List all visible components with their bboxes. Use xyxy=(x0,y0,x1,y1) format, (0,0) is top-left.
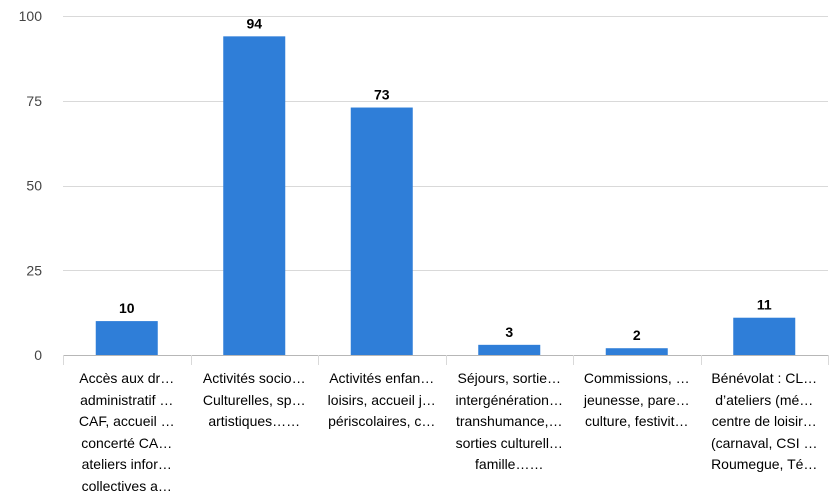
x-category-label-line: intergénération… xyxy=(444,390,574,412)
data-label: 2 xyxy=(633,327,641,343)
data-labels: 10 94 73 3 2 11 xyxy=(119,15,772,343)
bar xyxy=(223,36,285,355)
x-category-label-line: loisirs, accueil j… xyxy=(317,390,447,412)
x-category-label-line: transhumance,… xyxy=(444,411,574,433)
x-category-label: Accès aux dr…administratif …CAF, accueil… xyxy=(62,368,192,497)
x-category-label-line: concerté CA… xyxy=(62,433,192,455)
x-category-label-line: collectives a… xyxy=(62,476,192,497)
y-tick-label: 75 xyxy=(26,93,42,109)
data-label: 11 xyxy=(757,297,772,313)
y-axis-tick-labels: 0 25 50 75 100 xyxy=(19,8,43,363)
x-category-label-line: ateliers infor… xyxy=(62,454,192,476)
bar xyxy=(351,108,413,355)
x-category-label-line: famille…… xyxy=(444,454,574,476)
data-label: 73 xyxy=(374,87,390,103)
x-category-label-line: (carnaval, CSI … xyxy=(699,433,829,455)
x-category-label-line: jeunesse, pare… xyxy=(572,390,702,412)
data-label: 94 xyxy=(246,15,262,31)
x-category-label-line: artistiques…… xyxy=(189,411,319,433)
x-category-label-line: sorties culturell… xyxy=(444,433,574,455)
gridlines xyxy=(63,17,828,356)
bars xyxy=(96,36,796,355)
x-category-label-line: Activités socio… xyxy=(189,368,319,390)
x-category-label-line: Roumegue, Té… xyxy=(699,454,829,476)
x-category-label-line: Activités enfan… xyxy=(317,368,447,390)
bar xyxy=(733,318,795,355)
x-category-label-line: Séjours, sortie… xyxy=(444,368,574,390)
x-category-label-line: Accès aux dr… xyxy=(62,368,192,390)
x-category-label-line: Bénévolat : CL… xyxy=(699,368,829,390)
y-tick-label: 100 xyxy=(19,8,43,24)
x-category-label-line: d’ateliers (mé… xyxy=(699,390,829,412)
y-tick-label: 0 xyxy=(34,347,42,363)
bar xyxy=(96,321,158,355)
data-label: 3 xyxy=(505,324,513,340)
bar xyxy=(478,345,540,355)
data-label: 10 xyxy=(119,300,135,316)
x-category-label-line: culture, festivit… xyxy=(572,411,702,433)
x-category-label-line: Culturelles, sp… xyxy=(189,390,319,412)
x-category-label-line: périscolaires, c… xyxy=(317,411,447,433)
x-category-label: Activités enfan…loisirs, accueil j…péris… xyxy=(317,368,447,433)
bar xyxy=(606,348,668,355)
x-category-label-line: CAF, accueil … xyxy=(62,411,192,433)
y-tick-label: 50 xyxy=(26,178,42,194)
y-tick-label: 25 xyxy=(26,262,42,278)
x-category-label: Commissions, …jeunesse, pare…culture, fe… xyxy=(572,368,702,433)
x-category-label-line: administratif … xyxy=(62,390,192,412)
x-category-label-line: Commissions, … xyxy=(572,368,702,390)
x-category-label-line: centre de loisir… xyxy=(699,411,829,433)
x-category-label: Séjours, sortie…intergénération…transhum… xyxy=(444,368,574,476)
x-axis-tick-marks xyxy=(64,355,829,365)
x-category-label: Activités socio…Culturelles, sp…artistiq… xyxy=(189,368,319,433)
x-category-label: Bénévolat : CL…d’ateliers (mé…centre de … xyxy=(699,368,829,476)
